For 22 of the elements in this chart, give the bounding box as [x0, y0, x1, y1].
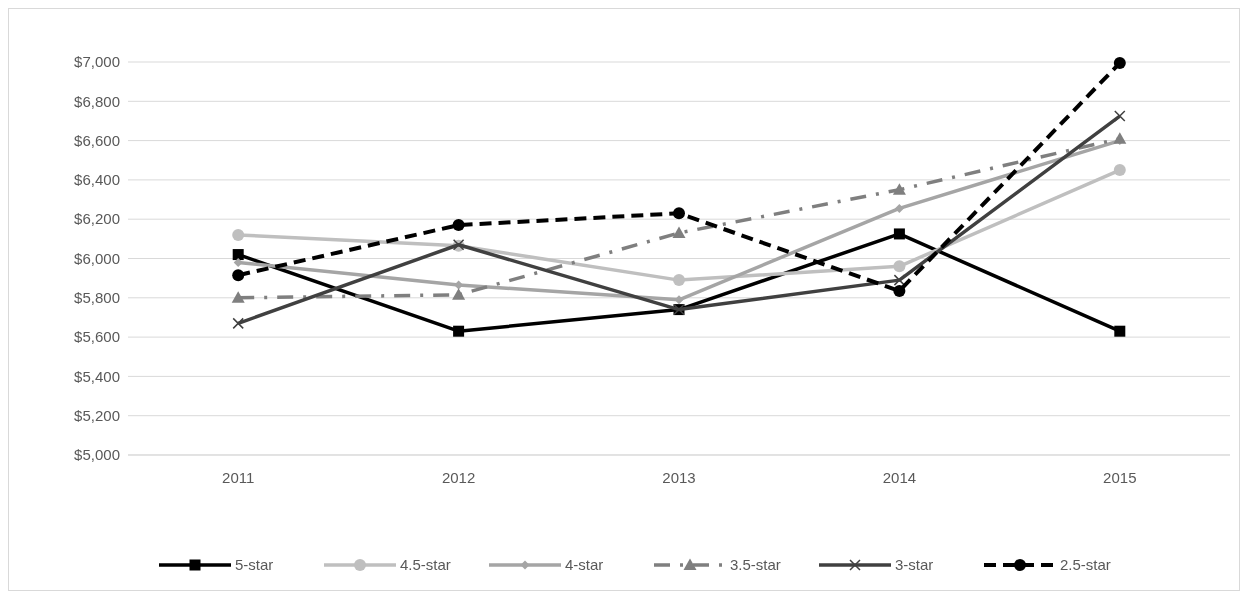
y-tick-label: $6,200 — [74, 210, 120, 228]
legend-label: 4.5-star — [400, 556, 451, 574]
y-tick-label: $5,200 — [74, 406, 120, 424]
y-tick-label: $5,000 — [74, 446, 120, 464]
legend-label: 3.5-star — [730, 556, 781, 574]
y-tick-label: $6,800 — [74, 92, 120, 110]
y-tick-label: $5,600 — [74, 328, 120, 346]
x-tick-label: 2015 — [1103, 469, 1137, 486]
y-tick-label: $5,400 — [74, 367, 120, 385]
y-tick-label: $6,000 — [74, 249, 120, 267]
x-tick-label: 2014 — [882, 469, 917, 486]
y-tick-label: $6,400 — [74, 171, 120, 189]
y-tick-label: $5,800 — [74, 289, 120, 307]
x-tick-label: 2011 — [222, 469, 255, 486]
legend-label: 5-star — [235, 556, 274, 574]
y-tick-label: $6,600 — [74, 131, 120, 149]
legend-label: 2.5-star — [1060, 556, 1111, 574]
legend-label: 4-star — [565, 556, 604, 574]
x-tick-label: 2013 — [662, 469, 696, 486]
x-tick-label: 2012 — [441, 469, 476, 486]
y-tick-label: $7,000 — [74, 53, 120, 71]
legend-label: 3-star — [895, 556, 934, 574]
